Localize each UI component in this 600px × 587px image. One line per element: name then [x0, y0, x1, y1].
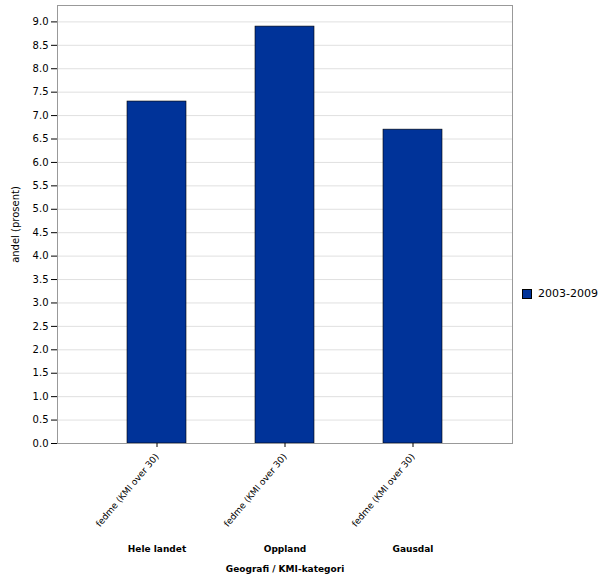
html-text:2003-2009: 2003-2009: [538, 287, 598, 300]
svg-text:0.5: 0.5: [33, 414, 49, 425]
svg-text:fedme (KMI over 30): fedme (KMI over 30): [350, 452, 417, 529]
svg-text:fedme (KMI over 30): fedme (KMI over 30): [94, 452, 161, 529]
svg-text:2.5: 2.5: [33, 321, 49, 332]
svg-text:9.0: 9.0: [33, 16, 49, 27]
svg-text:1.5: 1.5: [33, 367, 49, 378]
svg-text:andel (prosent): andel (prosent): [10, 186, 21, 263]
svg-text:5.0: 5.0: [33, 203, 49, 214]
svg-text:8.0: 8.0: [33, 63, 49, 74]
svg-text:8.5: 8.5: [33, 40, 49, 51]
svg-text:6.0: 6.0: [33, 157, 49, 168]
svg-text:fedme (KMI over 30): fedme (KMI over 30): [222, 452, 289, 529]
svg-text:4.5: 4.5: [33, 227, 49, 238]
svg-text:4.0: 4.0: [33, 250, 49, 261]
svg-text:Gausdal: Gausdal: [393, 544, 434, 554]
svg-text:2.0: 2.0: [33, 344, 49, 355]
svg-text:Hele landet: Hele landet: [128, 544, 187, 554]
svg-text:Oppland: Oppland: [264, 544, 307, 554]
svg-text:7.0: 7.0: [33, 110, 49, 121]
svg-text:1.0: 1.0: [33, 391, 49, 402]
svg-text:5.5: 5.5: [33, 180, 49, 191]
svg-text:3.0: 3.0: [33, 297, 49, 308]
svg-text:0.0: 0.0: [33, 438, 49, 449]
svg-text:Geografi / KMI-kategori: Geografi / KMI-kategori: [226, 564, 344, 574]
svg-text:7.5: 7.5: [33, 86, 49, 97]
svg-text:6.5: 6.5: [33, 133, 49, 144]
svg-text:3.5: 3.5: [33, 274, 49, 285]
